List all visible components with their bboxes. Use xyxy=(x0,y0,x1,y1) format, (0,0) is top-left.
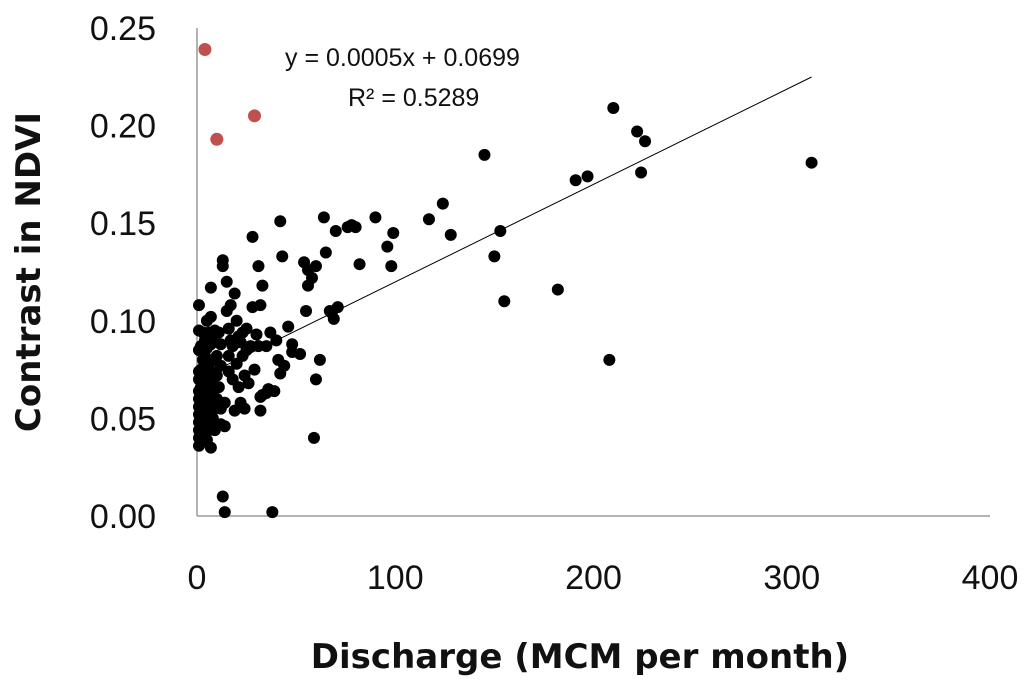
data-point xyxy=(369,211,382,224)
data-point xyxy=(232,381,245,394)
y-tick-label: 0.00 xyxy=(90,498,156,536)
data-point xyxy=(224,299,237,312)
data-point xyxy=(294,347,307,360)
data-point xyxy=(276,250,289,263)
data-point xyxy=(216,490,229,503)
data-point xyxy=(270,334,283,347)
data-point xyxy=(246,230,259,243)
data-point xyxy=(353,258,366,271)
x-tick-label: 200 xyxy=(565,559,622,597)
data-point xyxy=(327,312,340,325)
y-tick-label: 0.20 xyxy=(90,108,156,146)
data-point xyxy=(266,506,279,519)
data-point xyxy=(805,156,818,169)
x-tick-label: 400 xyxy=(962,559,1019,597)
data-point xyxy=(192,299,205,312)
data-point xyxy=(222,349,235,362)
y-tick-labels: 0.00 0.05 0.10 0.15 0.20 0.25 xyxy=(90,10,156,536)
data-point xyxy=(317,211,330,224)
data-point xyxy=(329,225,342,238)
trendline-equation: y = 0.0005x + 0.0699 xyxy=(285,44,520,72)
outlier-points xyxy=(198,42,261,146)
data-point xyxy=(268,385,281,398)
data-point xyxy=(212,381,225,394)
data-point xyxy=(278,359,291,372)
data-point xyxy=(210,349,223,362)
data-point xyxy=(220,275,233,288)
data-point xyxy=(210,369,223,382)
data-point xyxy=(214,338,227,351)
data-point xyxy=(603,353,616,366)
data-point xyxy=(228,287,241,300)
data-point xyxy=(230,314,243,327)
y-tick-label: 0.10 xyxy=(90,303,156,341)
r-squared-label: R² = 0.5289 xyxy=(348,84,479,112)
data-point xyxy=(218,506,231,519)
data-point xyxy=(436,197,449,210)
y-axis-title: Contrast in NDVI xyxy=(9,112,49,432)
data-point xyxy=(635,166,648,179)
data-point xyxy=(238,402,251,415)
data-point xyxy=(631,125,644,138)
data-point xyxy=(248,363,261,376)
data-point xyxy=(240,322,253,335)
data-point xyxy=(309,260,322,273)
x-axis-title: Discharge (MCM per month) xyxy=(311,637,849,677)
data-point xyxy=(498,295,511,308)
data-point xyxy=(250,328,263,341)
x-tick-label: 300 xyxy=(763,559,820,597)
data-point xyxy=(260,340,273,353)
data-point xyxy=(444,228,457,241)
y-tick-label: 0.25 xyxy=(90,10,156,48)
data-point xyxy=(212,326,225,339)
x-tick-labels: 0 100 200 300 400 xyxy=(188,559,1019,597)
data-points xyxy=(192,102,818,519)
data-point xyxy=(252,260,265,273)
data-point xyxy=(218,396,231,409)
data-point xyxy=(254,299,267,312)
y-tick-label: 0.15 xyxy=(90,205,156,243)
data-point xyxy=(254,404,267,417)
data-point xyxy=(274,215,287,228)
data-point xyxy=(381,240,394,253)
data-point xyxy=(569,174,582,187)
outlier-point xyxy=(198,42,212,56)
x-tick-label: 100 xyxy=(367,559,424,597)
data-point xyxy=(639,135,652,148)
data-point xyxy=(309,373,322,386)
outlier-point xyxy=(210,132,224,146)
data-point xyxy=(242,377,255,390)
data-point xyxy=(300,305,313,318)
data-point xyxy=(494,225,507,238)
y-tick-label: 0.05 xyxy=(90,400,156,438)
data-point xyxy=(385,260,398,273)
data-point xyxy=(282,320,295,333)
data-point xyxy=(349,221,362,234)
data-point xyxy=(313,353,326,366)
data-point xyxy=(218,420,231,433)
data-point xyxy=(607,102,620,115)
data-point xyxy=(216,254,229,267)
data-point xyxy=(204,310,217,323)
data-point xyxy=(488,250,501,263)
data-point xyxy=(319,246,332,259)
data-point xyxy=(307,431,320,444)
data-point xyxy=(204,441,217,454)
data-point xyxy=(222,322,235,335)
data-point xyxy=(581,170,594,183)
data-point xyxy=(204,281,217,294)
data-point xyxy=(256,279,269,292)
data-point xyxy=(305,271,318,284)
data-point xyxy=(422,213,435,226)
x-tick-label: 0 xyxy=(188,559,207,597)
data-point xyxy=(387,226,400,239)
data-point xyxy=(478,148,491,161)
data-point xyxy=(551,283,564,296)
outlier-point xyxy=(247,109,261,123)
data-point xyxy=(331,301,344,314)
